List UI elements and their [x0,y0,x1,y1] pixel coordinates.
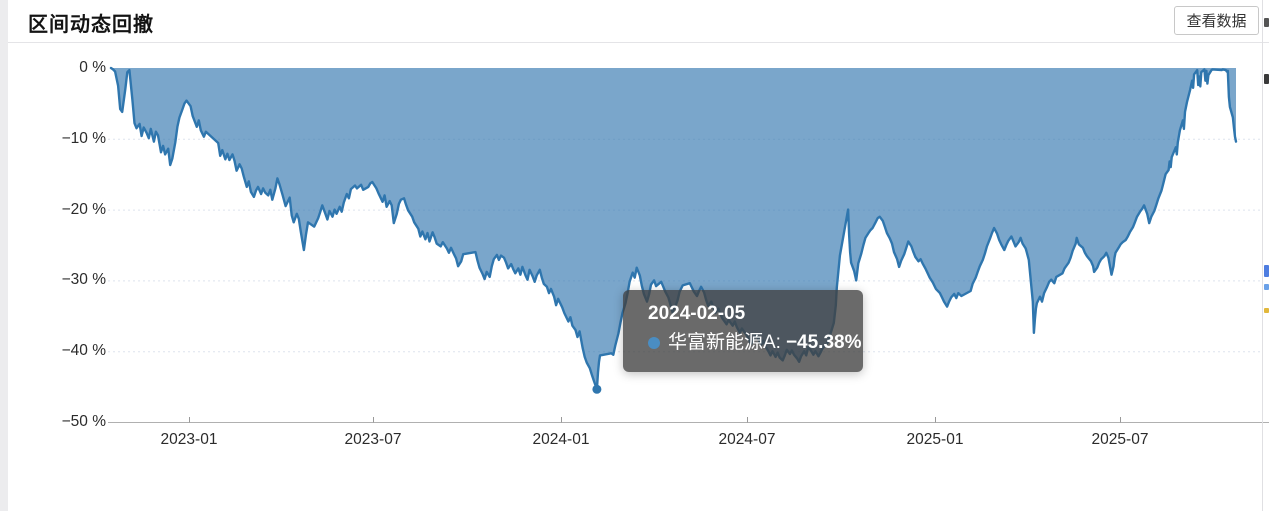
x-axis-label: 2023-07 [344,431,402,448]
clipped-content-fragment [1264,308,1269,313]
y-axis-label: −30 % [61,271,106,288]
clipped-content-fragment [1264,74,1269,84]
page-left-gutter [0,0,8,511]
right-panel-divider [1262,0,1263,511]
x-axis-label: 2023-01 [160,431,218,448]
tooltip-date: 2024-02-05 [648,303,746,324]
y-axis-label: −10 % [61,130,106,147]
clipped-content-fragment [1264,18,1269,27]
x-axis-label: 2024-01 [532,431,590,448]
x-axis-label: 2024-07 [718,431,776,448]
tooltip-series-row: 华富新能源A: −45.38% [648,329,862,356]
header-divider [8,42,1269,43]
clipped-content-fragment [1264,265,1269,277]
clipped-content-fragment [1264,284,1269,290]
y-axis-label: −20 % [61,201,106,218]
x-axis-label: 2025-07 [1091,431,1149,448]
series-marker-dot-icon [648,336,660,349]
view-data-button[interactable]: 查看数据 [1174,6,1259,35]
tooltip-series-value: −45.38% [785,332,862,353]
x-axis-label: 2025-01 [906,431,964,448]
y-axis-label: 0 % [79,59,106,76]
y-axis-label: −40 % [61,342,106,359]
chart-tooltip: 2024-02-05 华富新能源A: −45.38% [623,290,863,372]
panel-title: 区间动态回撤 [28,14,154,36]
tooltip-series-name: 华富新能源A: [668,332,781,353]
y-axis-label: −50 % [61,413,106,430]
